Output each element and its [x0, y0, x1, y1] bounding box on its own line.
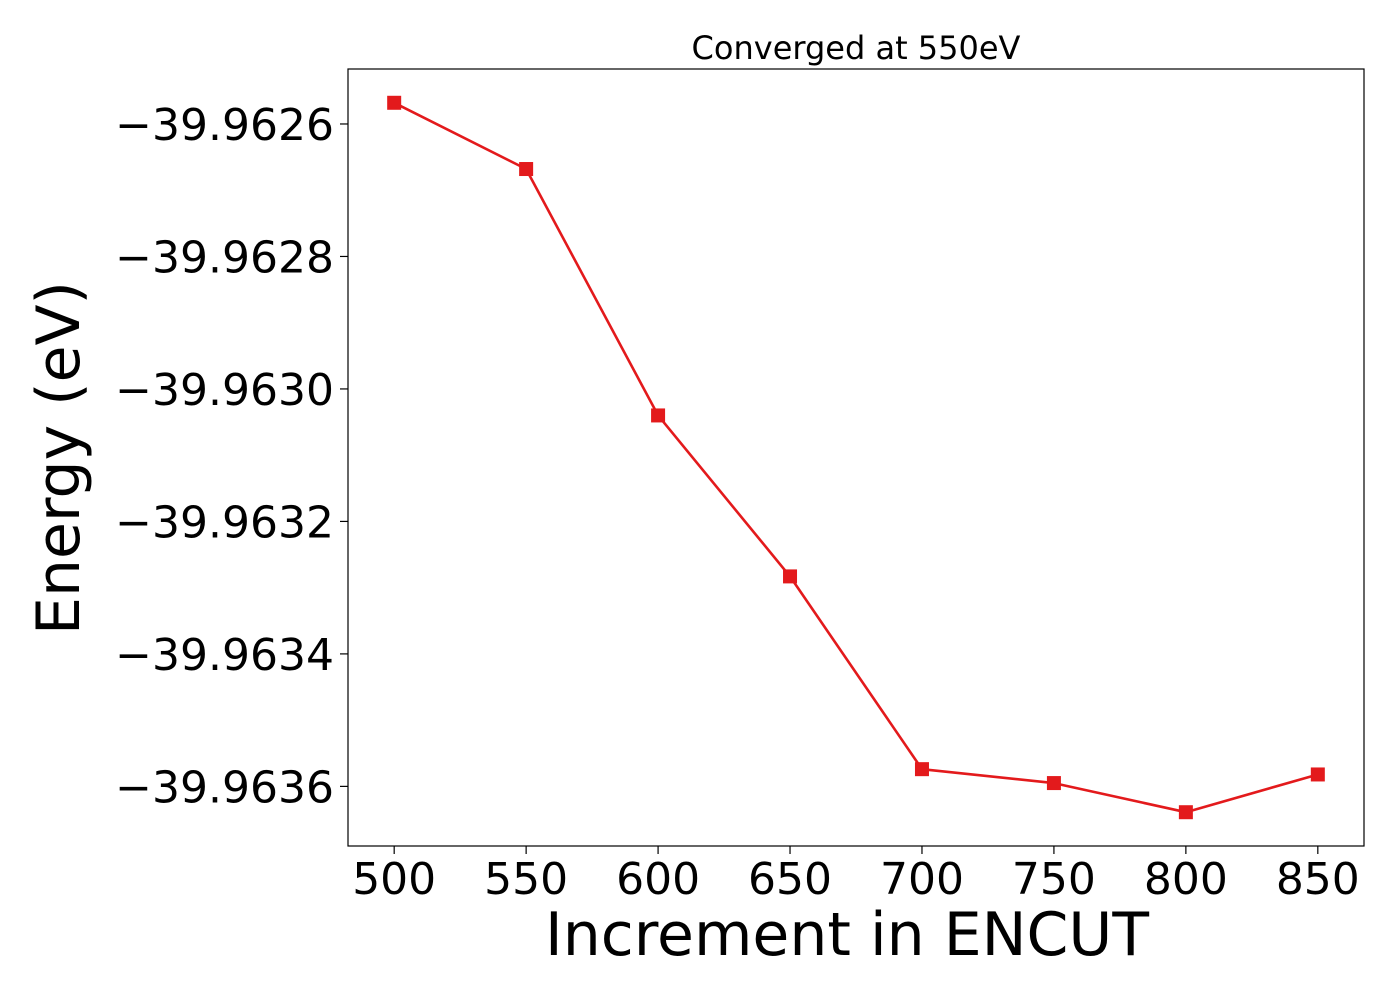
x-tick-label: 550: [484, 854, 568, 905]
data-point: [783, 569, 798, 584]
x-tick-label: 750: [1012, 854, 1096, 905]
plot-area: [387, 95, 1325, 820]
data-point: [519, 162, 534, 177]
x-tick-label: 700: [880, 854, 964, 905]
x-axis-title: Increment in ENCUT: [545, 900, 1149, 970]
data-point: [651, 408, 666, 423]
y-tick-label: −39.9630: [115, 365, 334, 416]
x-tick-label: 800: [1144, 854, 1228, 905]
x-axis: 500 550 600 650 700 750 800 850: [352, 846, 1360, 905]
y-tick-label: −39.9632: [115, 497, 334, 548]
y-axis: −39.9626 −39.9628 −39.9630 −39.9632 −39.9634…: [115, 100, 348, 813]
y-tick-label: −39.9636: [115, 762, 334, 813]
series-line: [393, 101, 1319, 814]
y-tick-label: −39.9628: [115, 232, 334, 283]
x-tick-label: 650: [748, 854, 832, 905]
y-tick-label: −39.9626: [115, 100, 334, 151]
data-point: [387, 95, 402, 110]
x-tick-label: 850: [1276, 854, 1360, 905]
data-point: [1046, 776, 1061, 791]
data-point: [1178, 805, 1193, 820]
y-axis-title: Energy (eV): [24, 281, 94, 635]
data-point: [914, 762, 929, 777]
y-tick-label: −39.9634: [115, 630, 334, 681]
plot-frame: [347, 68, 1365, 847]
data-point: [1310, 767, 1325, 782]
chart-title: Converged at 550eV: [692, 29, 1021, 67]
x-tick-label: 500: [352, 854, 436, 905]
x-tick-label: 600: [616, 854, 700, 905]
